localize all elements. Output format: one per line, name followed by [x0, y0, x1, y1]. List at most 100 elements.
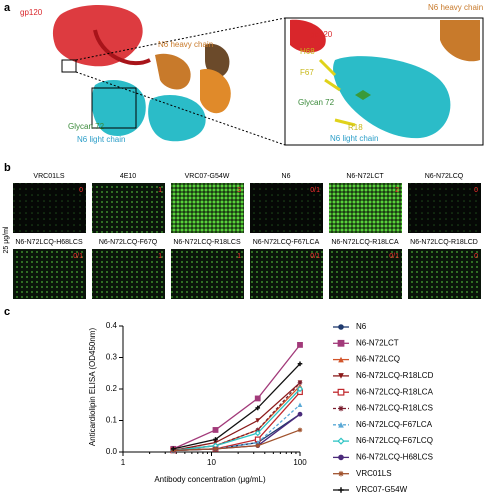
y-tick-label: 0.1 [106, 416, 118, 425]
label-glycan: Glycan 72 [68, 122, 105, 131]
well-score: 0/1 [310, 253, 320, 260]
y-tick-label: 0.3 [106, 353, 118, 362]
inset-r18: R18 [348, 123, 363, 132]
well-name: 4E10 [120, 173, 136, 180]
legend-label: N6-N72LCQ-F67LCA [356, 420, 433, 429]
marker [255, 405, 261, 411]
well-image [250, 183, 323, 233]
legend-label: N6 [356, 322, 367, 331]
y-axis-title: Anticardiolipin ELISA (OD450nm) [88, 328, 97, 447]
well-score: 1 [158, 187, 162, 194]
well-image [408, 249, 481, 299]
well-score: 1 [237, 253, 241, 260]
side-label: 25 μg/ml [3, 226, 10, 253]
marker [255, 443, 261, 448]
well-name: VRC01LS [33, 173, 64, 180]
marker [213, 437, 218, 442]
legend-marker [338, 487, 344, 493]
marker [170, 446, 176, 452]
well-name: N6-N72LCQ-H68LCS [15, 239, 83, 246]
well-image [13, 183, 86, 233]
legend-marker [338, 356, 344, 363]
legend-label: N6-N72LCT [356, 338, 399, 347]
chart: c Antibody concentration (μg/mL) Anticar… [4, 306, 434, 494]
legend-marker [338, 422, 344, 428]
series-line [173, 388, 301, 452]
well-image [92, 183, 165, 233]
well-name: N6-N72LCQ-F67Q [99, 239, 158, 246]
legend-marker [337, 388, 345, 396]
series-line [173, 363, 301, 450]
label-light: N6 light chain [77, 135, 125, 144]
well-score: 0/1 [310, 187, 320, 194]
marker [297, 361, 303, 367]
well-score: 0/1 [389, 253, 399, 260]
label-gp120: gp120 [20, 8, 43, 17]
x-axis-title: Antibody concentration (μg/mL) [154, 475, 266, 484]
y-tick-label: 0.0 [106, 447, 118, 456]
well-score: 3 [237, 187, 241, 194]
legend-label: N6-N72LCQ [356, 355, 400, 364]
inset-gp120: gp120 [310, 30, 333, 39]
legend-label: N6-N72LCQ-R18LCS [356, 404, 433, 413]
inset-light: N6 light chain [330, 134, 378, 143]
well-name: N6-N72LCQ-R18LCD [410, 239, 478, 246]
inset-f67: F67 [300, 68, 314, 77]
marker [254, 429, 261, 437]
well-image [171, 183, 244, 233]
marker [212, 427, 219, 433]
well-name: N6-N72LCQ-R18LCS [173, 239, 241, 246]
inset-glycan: Glycan 72 [298, 98, 335, 107]
well-score: 0 [474, 187, 478, 194]
x-tick-label: 10 [207, 458, 216, 467]
well-score: 1 [158, 253, 162, 260]
marker [297, 402, 303, 408]
well-image [13, 249, 86, 299]
wells: VRC01LS 0 4E10 1 VRC07-G54W 3 N6 0/1 N6-N72LCT 2 N… [13, 173, 481, 299]
well-image [329, 249, 402, 299]
label-heavy: N6 heavy chain [158, 40, 213, 49]
well-name: N6-N72LCQ-R18LCA [331, 239, 399, 246]
structure [52, 4, 484, 146]
well-image [250, 249, 323, 299]
marker [255, 440, 261, 445]
well-image [329, 183, 402, 233]
marker [213, 446, 218, 452]
marker [297, 383, 303, 389]
well-score: 2 [395, 187, 399, 194]
well-score: 0 [474, 253, 478, 260]
panel-label: a [4, 2, 11, 14]
marker [297, 380, 303, 385]
well-name: VRC07-G54W [185, 173, 230, 180]
well-name: N6 [282, 173, 291, 180]
legend-label: N6-N72LCQ-H68LCS [356, 453, 433, 462]
x-tick-label: 1 [121, 458, 126, 467]
y-tick-label: 0.4 [106, 321, 118, 330]
well-image [92, 249, 165, 299]
legend-marker [338, 405, 344, 412]
well-score: 0/1 [73, 253, 83, 260]
well-name: N6-N72LCT [346, 173, 384, 180]
y-tick-label: 0.2 [106, 384, 118, 393]
x-tick-label: 100 [293, 458, 307, 467]
series-line [173, 429, 301, 452]
legend-label: N6-N72LCQ-F67LCQ [356, 436, 433, 445]
legend-label: VRC01LS [356, 469, 392, 478]
panel-label: c [4, 306, 10, 318]
legend-marker [338, 454, 344, 461]
panel-label: b [4, 162, 11, 174]
well-name: N6-N72LCQ [425, 173, 464, 180]
legend-marker [338, 470, 344, 477]
well-image [408, 183, 481, 233]
inset-heavy: N6 heavy chain [428, 3, 483, 12]
series-line [173, 382, 301, 452]
marker [255, 418, 261, 423]
marker [297, 427, 303, 433]
marker [255, 427, 261, 433]
marker [297, 411, 303, 417]
legend-label: VRC07-G54W [356, 485, 408, 494]
legend-label: N6-N72LCQ-R18LCA [356, 387, 434, 396]
inset-h68: H68 [300, 47, 315, 56]
legend-marker [338, 324, 344, 330]
